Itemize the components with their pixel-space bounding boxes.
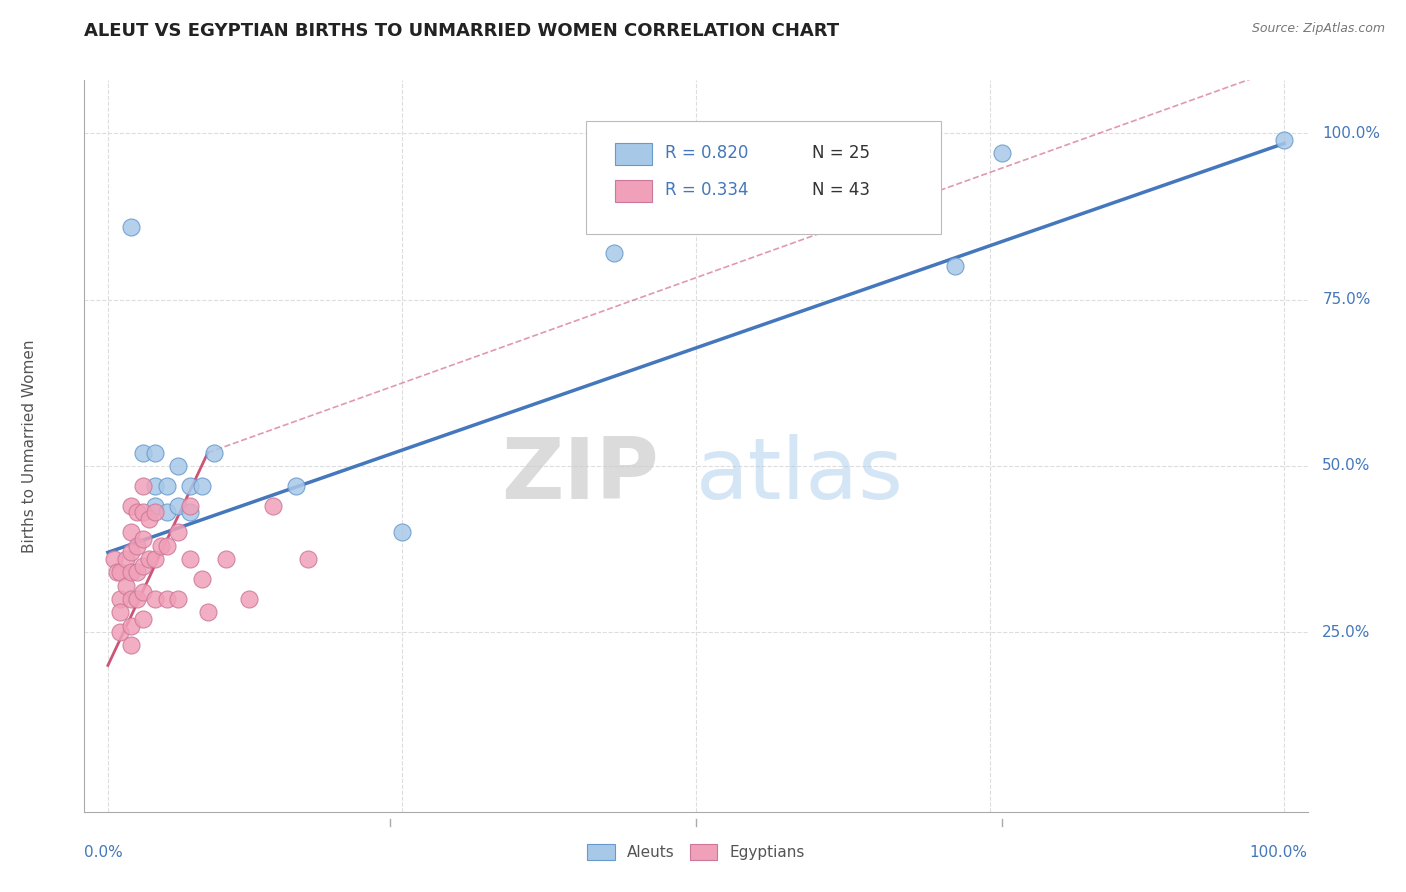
Point	[156, 539, 179, 553]
Point	[873, 146, 896, 161]
Point	[838, 146, 860, 161]
Point	[179, 479, 201, 493]
Point	[143, 499, 166, 513]
Point	[191, 572, 214, 586]
Point	[156, 506, 179, 520]
Point	[156, 479, 179, 493]
Point	[120, 639, 142, 653]
Point	[108, 625, 131, 640]
Text: N = 25: N = 25	[813, 145, 870, 162]
Point	[120, 219, 142, 234]
Point	[120, 566, 142, 580]
Point	[132, 506, 155, 520]
Point	[191, 479, 214, 493]
Point	[132, 479, 155, 493]
Text: R = 0.334: R = 0.334	[665, 181, 749, 199]
Text: atlas: atlas	[696, 434, 904, 516]
Text: ZIP: ZIP	[502, 434, 659, 516]
Point	[884, 146, 907, 161]
Point	[120, 499, 142, 513]
Point	[179, 552, 201, 566]
Point	[127, 566, 149, 580]
Point	[114, 552, 136, 566]
Point	[143, 445, 166, 459]
Point	[108, 605, 131, 619]
Text: 75.0%: 75.0%	[1322, 293, 1371, 307]
Point	[103, 552, 125, 566]
Point	[127, 506, 149, 520]
Point	[167, 458, 190, 473]
Text: R = 0.820: R = 0.820	[665, 145, 749, 162]
Point	[120, 591, 142, 606]
Point	[238, 591, 260, 606]
Point	[120, 618, 142, 632]
Point	[120, 525, 142, 540]
Text: 100.0%: 100.0%	[1250, 845, 1308, 860]
Point	[602, 246, 624, 260]
Text: Source: ZipAtlas.com: Source: ZipAtlas.com	[1251, 22, 1385, 36]
Point	[149, 539, 172, 553]
Point	[143, 591, 166, 606]
Legend: Aleuts, Egyptians: Aleuts, Egyptians	[581, 838, 811, 866]
Point	[143, 552, 166, 566]
Point	[262, 499, 284, 513]
Point	[132, 532, 155, 546]
Point	[127, 591, 149, 606]
Point	[156, 591, 179, 606]
Point	[167, 499, 190, 513]
Point	[108, 591, 131, 606]
Point	[1272, 133, 1295, 147]
Point	[143, 479, 166, 493]
Point	[132, 585, 155, 599]
Text: Births to Unmarried Women: Births to Unmarried Women	[22, 339, 37, 553]
Text: 50.0%: 50.0%	[1322, 458, 1371, 474]
Point	[132, 558, 155, 573]
Point	[114, 579, 136, 593]
Point	[297, 552, 319, 566]
Text: 100.0%: 100.0%	[1322, 126, 1381, 141]
Text: ALEUT VS EGYPTIAN BIRTHS TO UNMARRIED WOMEN CORRELATION CHART: ALEUT VS EGYPTIAN BIRTHS TO UNMARRIED WO…	[84, 22, 839, 40]
Point	[120, 545, 142, 559]
FancyBboxPatch shape	[616, 180, 652, 202]
Point	[214, 552, 236, 566]
Point	[768, 160, 790, 174]
Point	[108, 566, 131, 580]
Point	[391, 525, 413, 540]
Point	[132, 612, 155, 626]
FancyBboxPatch shape	[586, 120, 941, 234]
Point	[920, 146, 942, 161]
Point	[132, 445, 155, 459]
Point	[143, 506, 166, 520]
Point	[197, 605, 219, 619]
Text: N = 43: N = 43	[813, 181, 870, 199]
Text: 0.0%: 0.0%	[84, 845, 124, 860]
Point	[990, 146, 1012, 161]
Point	[849, 133, 872, 147]
Point	[138, 552, 160, 566]
Text: 25.0%: 25.0%	[1322, 624, 1371, 640]
FancyBboxPatch shape	[616, 144, 652, 165]
Point	[167, 525, 190, 540]
Point	[167, 591, 190, 606]
Point	[943, 260, 966, 274]
Point	[179, 506, 201, 520]
Point	[105, 566, 128, 580]
Point	[202, 445, 225, 459]
Point	[127, 539, 149, 553]
Point	[285, 479, 308, 493]
Point	[138, 512, 160, 526]
Point	[179, 499, 201, 513]
